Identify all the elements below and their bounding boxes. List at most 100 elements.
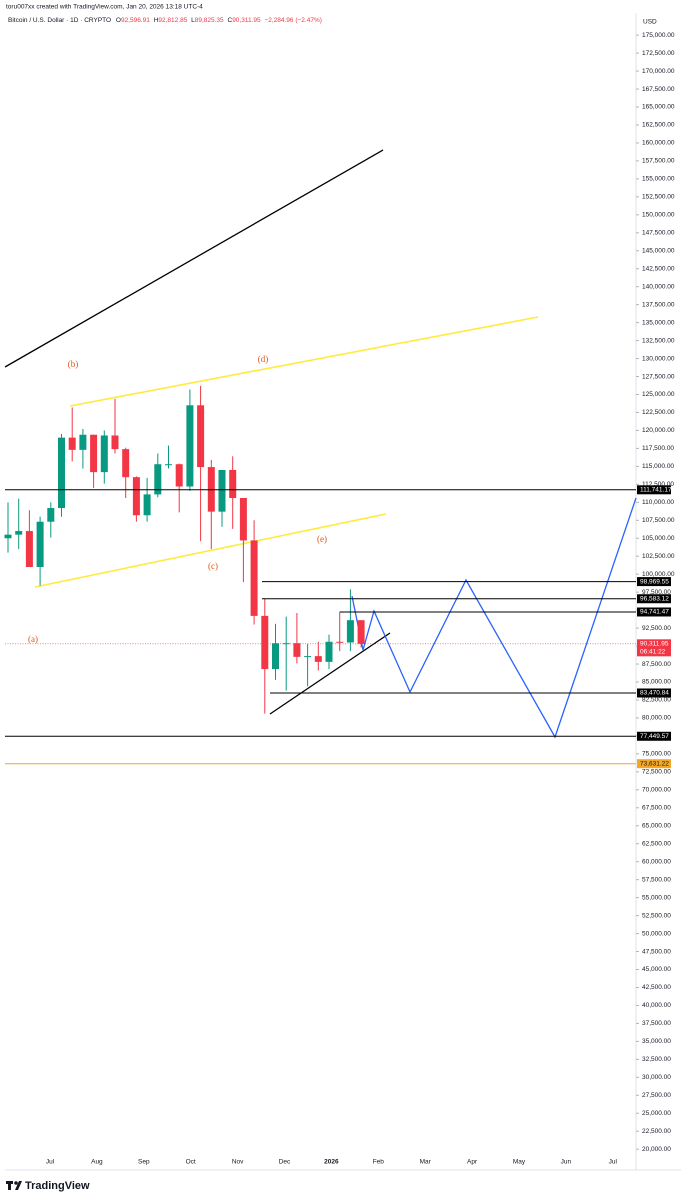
y-tick-label: 82,500.00 bbox=[642, 697, 671, 704]
candle-body bbox=[357, 620, 365, 644]
y-tick-label: 110,000.00 bbox=[642, 499, 674, 506]
y-tick-label: 80,000.00 bbox=[642, 715, 671, 722]
y-tick-label: 132,500.00 bbox=[642, 337, 675, 344]
y-tick-label: 62,500.00 bbox=[642, 840, 671, 847]
candle-body bbox=[47, 508, 55, 522]
y-tick-label: 167,500.00 bbox=[642, 86, 675, 93]
y-tick-label: 115,000.00 bbox=[642, 463, 674, 470]
y-tick-label: 157,500.00 bbox=[642, 158, 675, 165]
y-tick-label: 70,000.00 bbox=[642, 787, 671, 794]
candle-body bbox=[336, 641, 344, 643]
y-tick-label: 25,000.00 bbox=[642, 1110, 671, 1117]
credit: toru007xx created with TradingView.com, … bbox=[6, 4, 203, 11]
y-tick-label: 155,000.00 bbox=[642, 176, 675, 183]
y-tick-label: 170,000.00 bbox=[642, 68, 675, 75]
y-tick-label: 142,500.00 bbox=[642, 265, 675, 272]
x-tick-label: Sep bbox=[138, 1159, 150, 1166]
y-tick-label: 55,000.00 bbox=[642, 894, 671, 901]
y-tick-label: 150,000.00 bbox=[642, 212, 675, 219]
wave-label: (a) bbox=[28, 634, 38, 644]
candle-body bbox=[143, 494, 151, 516]
x-tick-label: Feb bbox=[373, 1159, 385, 1166]
x-tick-label: Jul bbox=[46, 1159, 55, 1166]
x-tick-label: Dec bbox=[279, 1159, 291, 1166]
y-tick-label: 50,000.00 bbox=[642, 930, 671, 937]
y-tick-label: 105,000.00 bbox=[642, 535, 675, 542]
currency: USD bbox=[643, 19, 657, 26]
quote-value: 92,812.85 bbox=[158, 17, 187, 24]
y-tick-label: 47,500.00 bbox=[642, 948, 671, 955]
y-tick-label: 20,000.00 bbox=[642, 1146, 671, 1153]
y-tick-label: 75,000.00 bbox=[642, 751, 671, 758]
y-tick-label: 85,000.00 bbox=[642, 679, 671, 686]
y-tick-label: 35,000.00 bbox=[642, 1038, 671, 1045]
candle-body bbox=[25, 531, 33, 567]
x-tick-label: Jun bbox=[561, 1159, 572, 1166]
level-label-box bbox=[637, 577, 671, 587]
y-tick-label: 45,000.00 bbox=[642, 966, 671, 973]
level-label: 77,449.57 bbox=[640, 733, 669, 740]
candle-body bbox=[197, 405, 205, 468]
candle-body bbox=[68, 437, 76, 450]
candle-body bbox=[15, 531, 23, 535]
quote-key: H bbox=[154, 17, 159, 24]
level-label: 94,741.47 bbox=[640, 609, 669, 616]
trend-line bbox=[34, 513, 387, 588]
wave-label: (c) bbox=[208, 561, 218, 571]
y-tick-label: 67,500.00 bbox=[642, 805, 671, 812]
candle-body bbox=[58, 437, 65, 509]
y-tick-label: 165,000.00 bbox=[642, 104, 675, 111]
y-tick-label: 152,500.00 bbox=[642, 194, 675, 201]
y-tick-label: 122,500.00 bbox=[642, 409, 675, 416]
last-price-label: 90,311.95 bbox=[640, 641, 669, 648]
candle-body bbox=[261, 615, 269, 670]
candle-body bbox=[132, 477, 140, 516]
trend-line bbox=[269, 632, 391, 715]
level-label: 83,470.84 bbox=[640, 690, 669, 697]
x-tick-label: Apr bbox=[467, 1159, 478, 1166]
quote-value: 92,596.91 bbox=[121, 17, 150, 24]
candle-body bbox=[239, 498, 247, 541]
y-tick-label: 137,500.00 bbox=[642, 301, 675, 308]
quote-line: Bitcoin / U.S. Dollar · 1D · CRYPTO O92,… bbox=[8, 17, 322, 24]
brand: TradingView bbox=[25, 1180, 90, 1192]
candle-body bbox=[100, 435, 108, 473]
candle-body bbox=[346, 620, 354, 643]
x-tick-label: Oct bbox=[186, 1159, 196, 1166]
y-tick-label: 97,500.00 bbox=[642, 589, 671, 596]
y-tick-label: 145,000.00 bbox=[642, 247, 675, 254]
y-tick-label: 107,500.00 bbox=[642, 517, 675, 524]
y-tick-label: 32,500.00 bbox=[642, 1056, 671, 1063]
brand-logo bbox=[6, 1181, 22, 1190]
candle-body bbox=[122, 449, 130, 478]
y-tick-label: 112,500.00 bbox=[642, 481, 674, 488]
y-tick-label: 160,000.00 bbox=[642, 140, 675, 147]
wave-label: (d) bbox=[258, 354, 269, 364]
candle-body bbox=[90, 434, 98, 473]
candle-body bbox=[165, 464, 172, 466]
quote-key: L bbox=[191, 17, 195, 24]
x-tick-label: Nov bbox=[232, 1159, 244, 1166]
level-label: 111,741.17 bbox=[640, 487, 672, 494]
quote-key: C bbox=[227, 17, 232, 24]
y-tick-label: 40,000.00 bbox=[642, 1002, 671, 1009]
trend-line bbox=[69, 316, 539, 407]
y-tick-label: 65,000.00 bbox=[642, 822, 671, 829]
x-tick-label: Aug bbox=[91, 1159, 103, 1166]
y-tick-label: 135,000.00 bbox=[642, 319, 675, 326]
quote-value: 89,825.35 bbox=[195, 17, 224, 24]
candle-body bbox=[293, 643, 301, 657]
y-tick-label: 100,000.00 bbox=[642, 571, 675, 578]
y-tick-label: 37,500.00 bbox=[642, 1020, 671, 1027]
y-tick-label: 27,500.00 bbox=[642, 1092, 671, 1099]
level-label-box bbox=[637, 594, 671, 604]
level-label: 98,969.55 bbox=[640, 578, 669, 585]
wave-label: (e) bbox=[317, 534, 327, 544]
y-tick-label: 60,000.00 bbox=[642, 858, 671, 865]
y-tick-label: 30,000.00 bbox=[642, 1074, 671, 1081]
level-label: 96,583.12 bbox=[640, 595, 669, 602]
y-tick-label: 172,500.00 bbox=[642, 50, 675, 57]
symbol: Bitcoin / U.S. Dollar · 1D · CRYPTO bbox=[8, 17, 111, 24]
